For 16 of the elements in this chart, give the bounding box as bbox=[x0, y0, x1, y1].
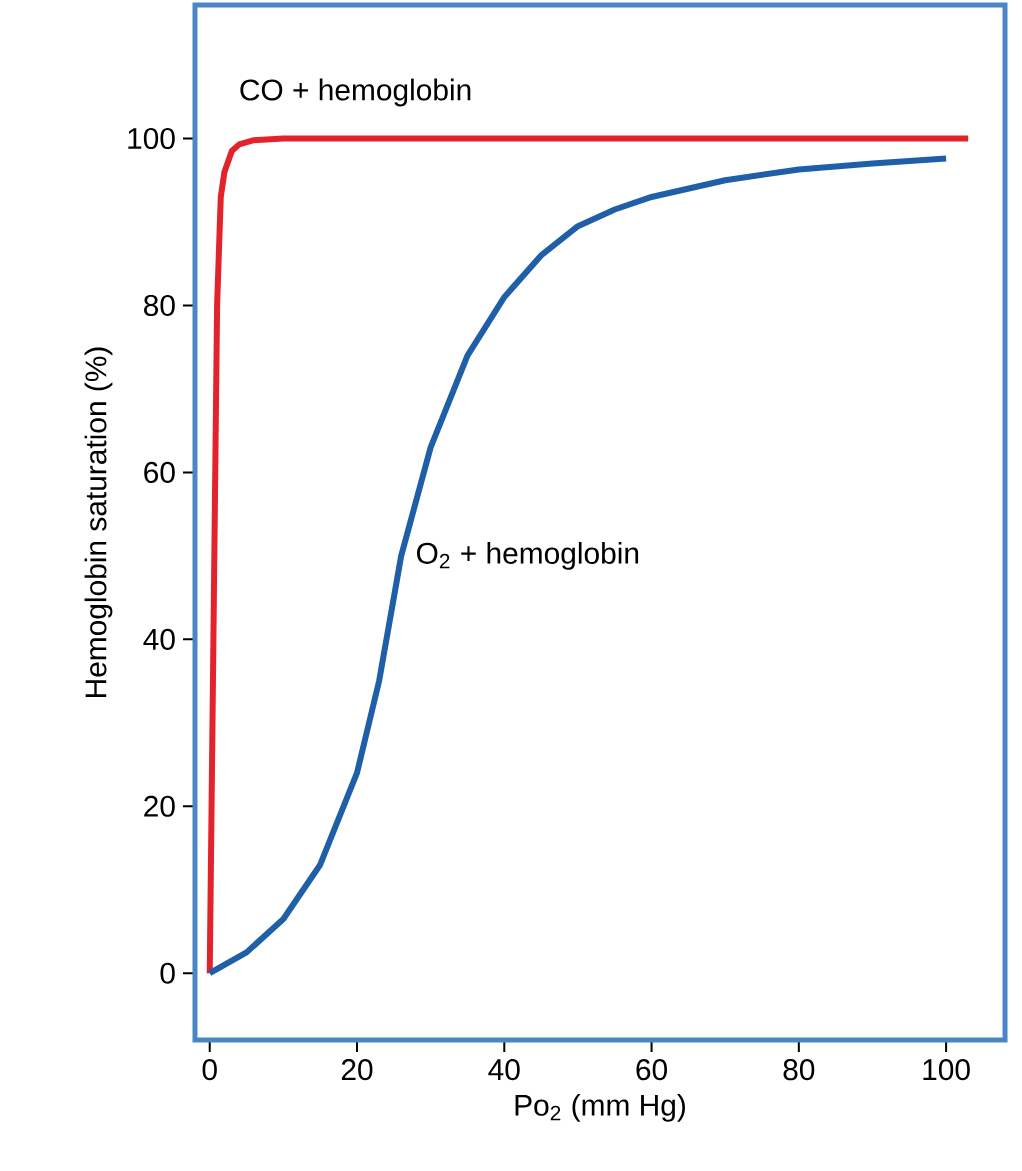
x-tick-label: 0 bbox=[202, 1059, 217, 1081]
y-tick-label: 100 bbox=[128, 127, 175, 150]
series-label: CO + hemoglobin bbox=[240, 78, 471, 107]
y-tick-label: 80 bbox=[144, 294, 175, 317]
x-tick-label: 100 bbox=[923, 1059, 970, 1081]
y-tick-label: 20 bbox=[144, 795, 175, 817]
x-tick-label: 40 bbox=[488, 1059, 520, 1081]
x-tick-label: 20 bbox=[341, 1059, 373, 1081]
x-axis-title: Po$_{2}$ (mm Hg) bbox=[515, 1093, 685, 1122]
series-label: O$_{2}$ + hemoglobin bbox=[417, 541, 639, 570]
y-tick-label: 40 bbox=[143, 628, 175, 650]
y-tick-label: 60 bbox=[144, 461, 175, 483]
x-tick-label: 60 bbox=[636, 1059, 667, 1081]
y-axis-title: Hemoglobin saturation (%) bbox=[84, 347, 113, 697]
y-tick-label: 0 bbox=[160, 962, 175, 984]
x-tick-label: 80 bbox=[783, 1059, 815, 1081]
